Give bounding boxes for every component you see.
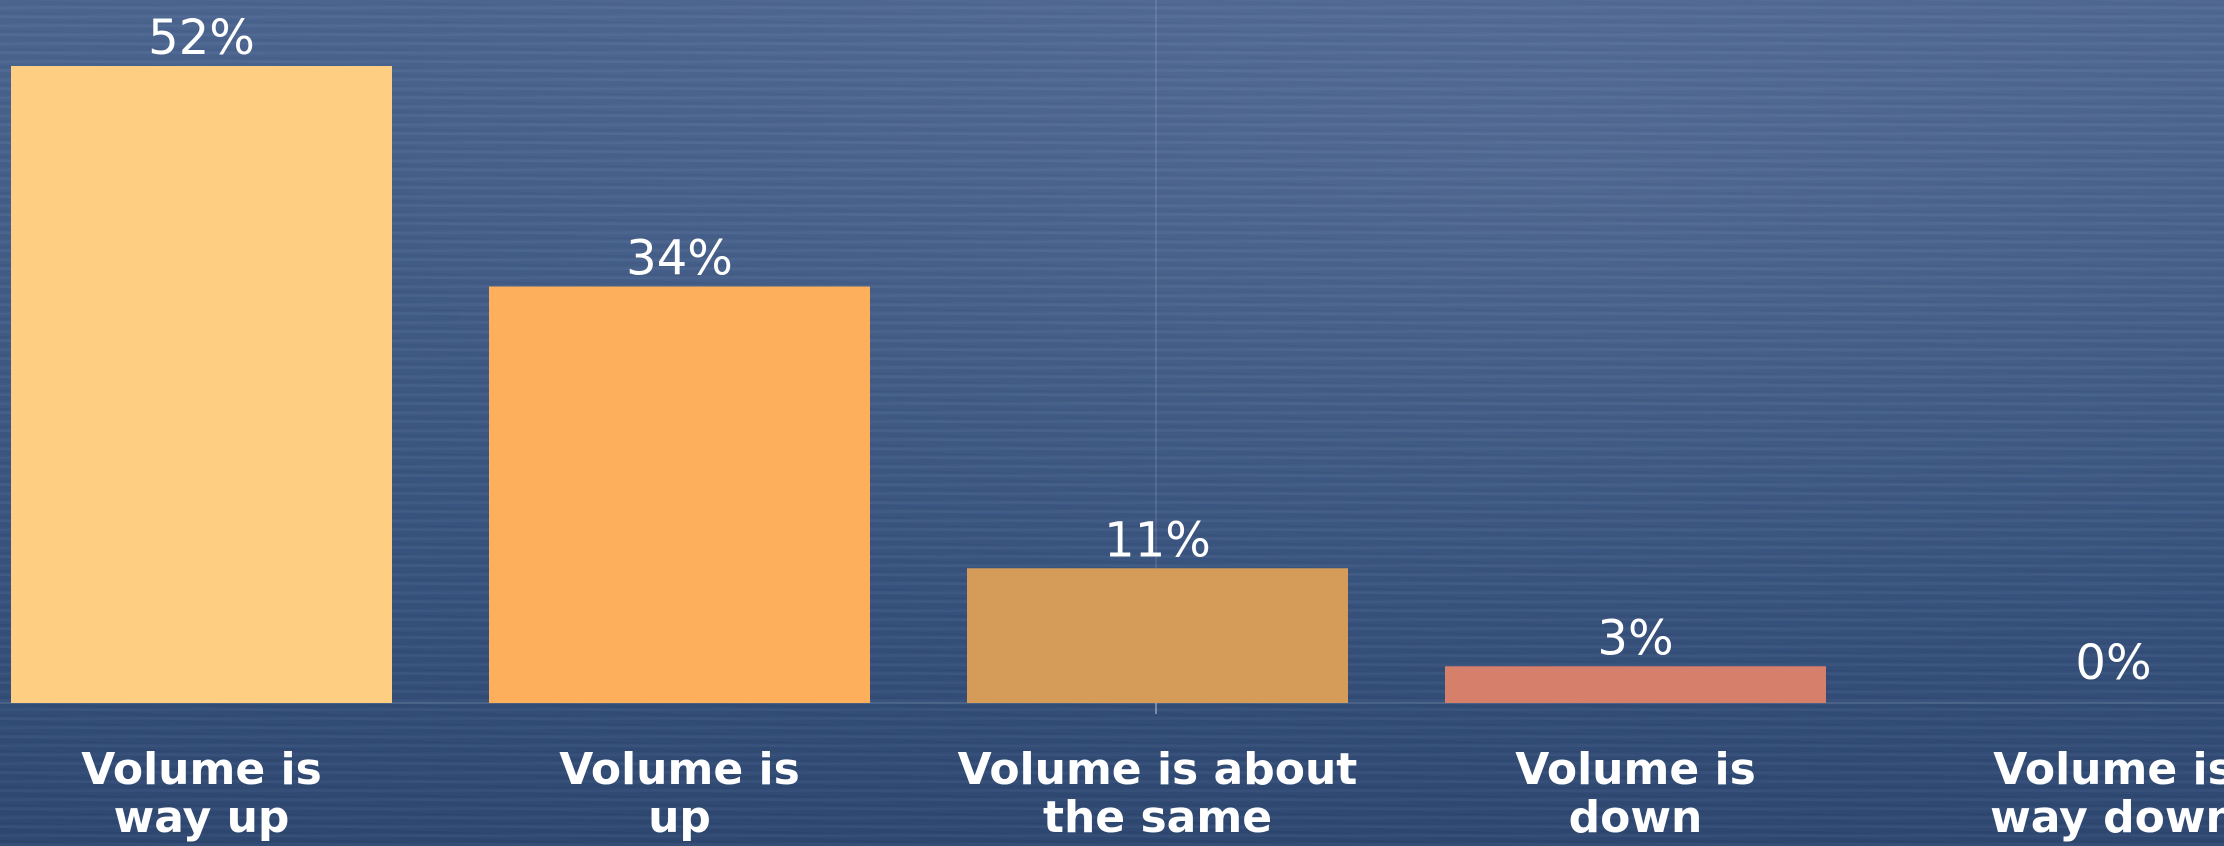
bar xyxy=(967,568,1348,703)
bar-value-label: 52% xyxy=(148,10,255,66)
category-label-line: up xyxy=(648,792,711,843)
bar xyxy=(489,286,870,703)
bar-value-label: 0% xyxy=(2075,635,2151,691)
category-label: Volume is way down xyxy=(1990,744,2224,843)
bar xyxy=(1445,666,1826,703)
category-label-line: way down xyxy=(1990,792,2224,843)
bar-value-label: 11% xyxy=(1104,512,1211,568)
category-label: Volume is down xyxy=(1515,744,1756,843)
category-label-line: Volume is about xyxy=(958,744,1358,795)
category-label-line: down xyxy=(1569,792,1703,843)
category-label-line: Volume is xyxy=(1993,744,2224,795)
bar-value-label: 3% xyxy=(1597,610,1673,666)
category-label: Volume is about the same xyxy=(958,744,1358,843)
bar-value-label: 34% xyxy=(626,231,733,287)
category-label: Volume is up xyxy=(559,744,800,843)
category-label-line: way up xyxy=(114,792,290,843)
category-label-line: Volume is xyxy=(1515,744,1756,795)
category-label-line: Volume is xyxy=(559,744,800,795)
category-label-line: Volume is xyxy=(81,744,322,795)
category-label-line: the same xyxy=(1043,792,1272,843)
bar xyxy=(11,66,392,703)
category-label: Volume is way up xyxy=(81,744,322,843)
